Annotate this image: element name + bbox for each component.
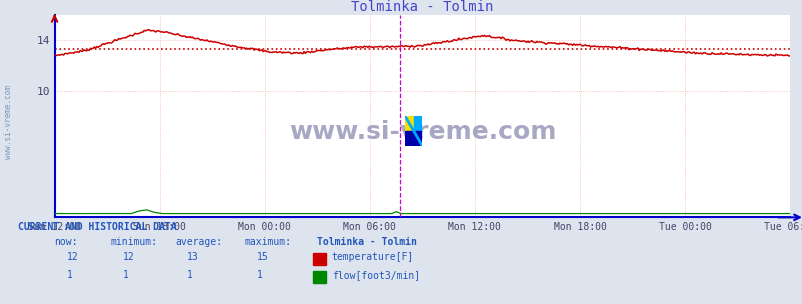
Text: www.si-vreme.com: www.si-vreme.com (3, 85, 13, 159)
Text: 1: 1 (187, 270, 192, 280)
Text: 1: 1 (123, 270, 128, 280)
Text: maximum:: maximum: (245, 237, 292, 247)
Bar (413, 116, 422, 131)
Bar (404, 116, 413, 131)
Text: Tolminka - Tolmin: Tolminka - Tolmin (317, 237, 416, 247)
Text: flow[foot3/min]: flow[foot3/min] (331, 270, 419, 280)
Text: minimum:: minimum: (111, 237, 158, 247)
Text: 1: 1 (67, 270, 72, 280)
Text: 15: 15 (257, 252, 269, 262)
Text: temperature[F]: temperature[F] (331, 252, 413, 262)
Text: now:: now: (55, 237, 78, 247)
Text: CURRENT AND HISTORICAL DATA: CURRENT AND HISTORICAL DATA (18, 222, 176, 232)
Text: 13: 13 (187, 252, 199, 262)
Text: average:: average: (175, 237, 222, 247)
Title: Tolminka - Tolmin: Tolminka - Tolmin (350, 0, 493, 14)
Text: www.si-vreme.com: www.si-vreme.com (288, 120, 556, 144)
Text: 12: 12 (123, 252, 135, 262)
Bar (404, 131, 422, 146)
Text: 12: 12 (67, 252, 79, 262)
Text: 1: 1 (257, 270, 262, 280)
